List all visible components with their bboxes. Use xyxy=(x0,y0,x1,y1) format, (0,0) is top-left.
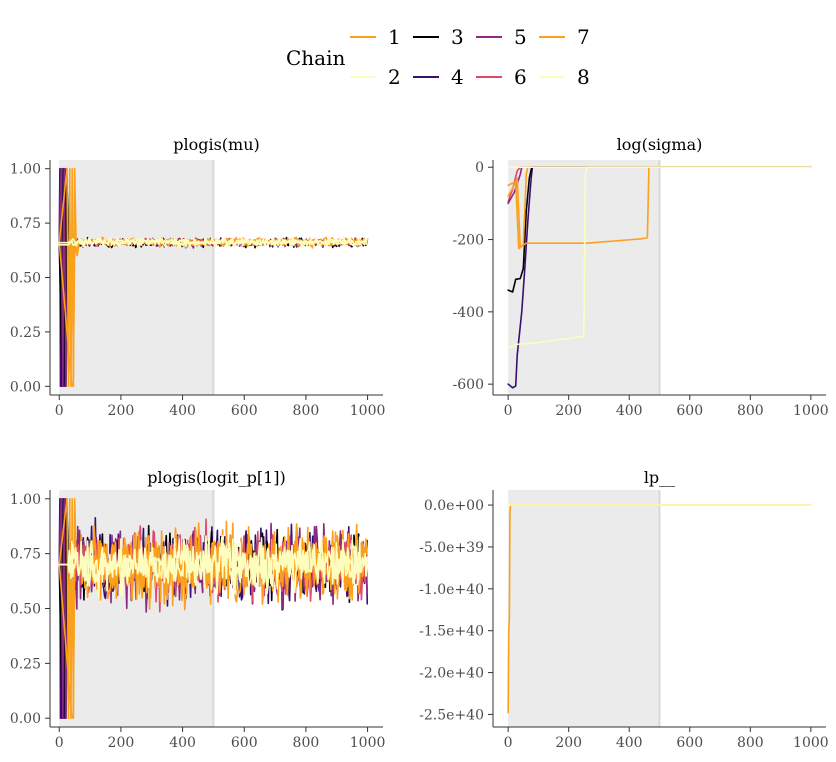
legend-label-chain-7: 7 xyxy=(577,25,590,49)
x-tick-label: 1000 xyxy=(793,735,829,751)
panel-title: plogis(logit_p[1]) xyxy=(147,468,286,487)
panel-title: lp__ xyxy=(644,468,675,487)
x-tick-label: 800 xyxy=(293,403,320,419)
y-tick-label: -1.0e+40 xyxy=(419,582,484,598)
y-tick-label: 0.00 xyxy=(10,379,41,395)
y-tick-label: -400 xyxy=(453,305,484,321)
y-tick-label: 0.50 xyxy=(10,271,41,287)
y-tick-label: 0.00 xyxy=(10,711,41,727)
x-tick-label: 0 xyxy=(55,403,64,419)
x-tick-label: 400 xyxy=(169,735,196,751)
x-tick-label: 0 xyxy=(504,735,513,751)
legend-label-chain-3: 3 xyxy=(451,25,464,49)
legend-title: Chain xyxy=(286,46,346,70)
legend-label-chain-6: 6 xyxy=(514,65,527,89)
warmup-shade xyxy=(59,160,214,395)
panel-title: log(sigma) xyxy=(617,135,703,154)
x-tick-label: 0 xyxy=(55,735,64,751)
x-tick-label: 600 xyxy=(676,735,703,751)
legend-label-chain-8: 8 xyxy=(577,65,590,89)
panel-3: plogis(logit_p[1]) 0 200 400 600 800 1000 0.00 0… xyxy=(10,468,386,751)
x-tick-label: 600 xyxy=(676,403,703,419)
x-tick-label: 600 xyxy=(231,403,258,419)
x-tick-label: 200 xyxy=(555,735,582,751)
panel-1: plogis(mu) 0 200 400 600 800 1000 0.00 0.25 0.50 0… xyxy=(10,135,386,419)
y-tick-label: -2.5e+40 xyxy=(419,707,484,723)
warmup-shade xyxy=(508,490,660,727)
legend-label-chain-5: 5 xyxy=(514,25,527,49)
x-tick-label: 200 xyxy=(108,735,135,751)
y-tick-label: 0.50 xyxy=(10,602,41,618)
x-tick-label: 200 xyxy=(555,403,582,419)
y-tick-label: -1.5e+40 xyxy=(419,624,484,640)
legend-label-chain-4: 4 xyxy=(451,65,464,89)
x-tick-label: 600 xyxy=(231,735,258,751)
x-tick-label: 800 xyxy=(293,735,320,751)
x-tick-label: 400 xyxy=(169,403,196,419)
x-tick-label: 1000 xyxy=(350,403,386,419)
chain-4-trace xyxy=(507,166,812,293)
y-tick-label: 0 xyxy=(475,160,484,176)
y-tick-label: 0.75 xyxy=(10,547,41,563)
series-group xyxy=(58,167,369,388)
warmup-shade xyxy=(59,490,214,727)
y-tick-label: -5.0e+39 xyxy=(419,540,484,556)
y-tick-label: -200 xyxy=(453,233,484,249)
series-group xyxy=(507,166,812,389)
y-tick-label: -2.0e+40 xyxy=(419,666,484,682)
x-tick-label: 1000 xyxy=(350,735,386,751)
y-tick-label: 0.75 xyxy=(10,216,41,232)
x-tick-label: 800 xyxy=(737,735,764,751)
chain-3-trace xyxy=(507,166,812,389)
panel-2: log(sigma) 0 200 400 600 800 1000 0 -200 -400 -600 xyxy=(453,135,829,419)
legend: Chain 1 2 3 4 5 6 7 8 xyxy=(286,25,590,89)
y-tick-label: -600 xyxy=(453,377,484,393)
x-tick-label: 800 xyxy=(737,403,764,419)
x-tick-label: 400 xyxy=(616,735,643,751)
y-tick-label: 1.00 xyxy=(10,162,41,178)
x-tick-label: 400 xyxy=(616,403,643,419)
panel-title: plogis(mu) xyxy=(173,135,260,154)
series-group xyxy=(58,497,369,720)
y-tick-label: 1.00 xyxy=(10,492,41,508)
y-tick-label: 0.25 xyxy=(10,656,41,672)
legend-label-chain-1: 1 xyxy=(388,25,401,49)
legend-items: 1 2 3 4 5 6 7 8 xyxy=(350,25,590,89)
y-tick-label: 0.25 xyxy=(10,325,41,341)
x-tick-label: 0 xyxy=(504,403,513,419)
panel-4: lp__ 0 200 400 600 800 1000 0.0e+00 -5.0e+39 -1.0… xyxy=(419,468,829,751)
legend-label-chain-2: 2 xyxy=(388,65,401,89)
chain-8-trace xyxy=(58,237,368,249)
x-tick-label: 200 xyxy=(108,403,135,419)
x-tick-label: 1000 xyxy=(793,403,829,419)
panels: plogis(mu) 0 200 400 600 800 1000 0.00 0.25 0.50 0… xyxy=(10,135,829,751)
y-tick-label: 0.0e+00 xyxy=(424,498,484,514)
series-group xyxy=(507,504,812,714)
chain-8-trace xyxy=(58,534,368,598)
